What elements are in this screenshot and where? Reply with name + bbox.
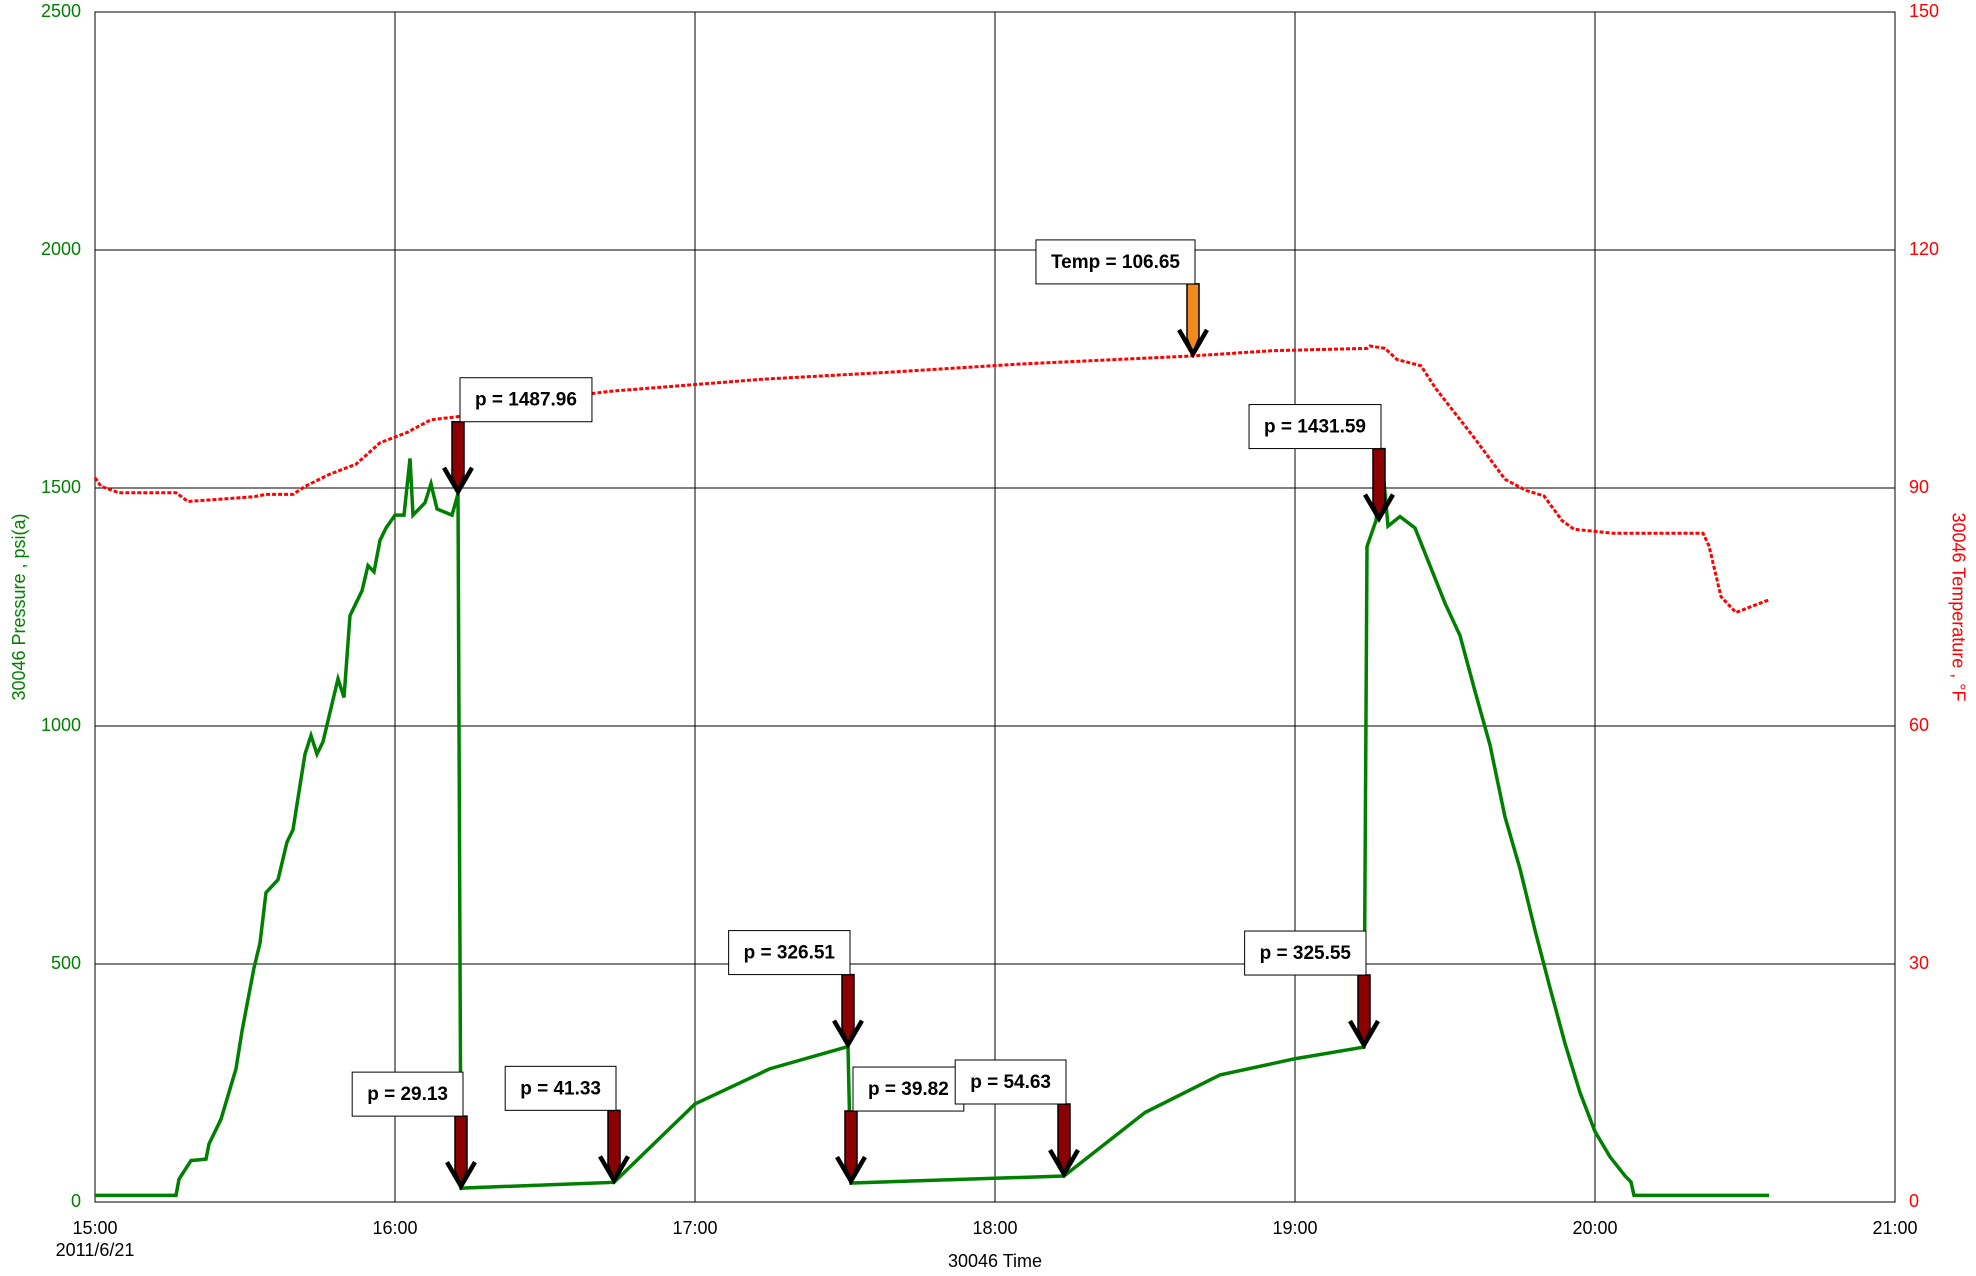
annotation-arrow <box>844 1110 858 1181</box>
annotation-label: Temp = 106.65 <box>1051 252 1180 273</box>
annotation-arrowhead <box>832 1019 864 1050</box>
y2-axis-label: 30046 Temperature , °F <box>1948 513 1968 702</box>
y2-tick-label: 0 <box>1909 1191 1919 1211</box>
annotation-arrow <box>607 1109 621 1181</box>
annotation: p = 29.13 <box>351 1071 477 1191</box>
annotation-box <box>459 377 593 423</box>
annotation-box <box>728 930 851 976</box>
x-date-label: 2011/6/21 <box>56 1240 135 1260</box>
y-tick-label: 1000 <box>41 715 81 735</box>
y2-tick-label: 30 <box>1909 953 1929 973</box>
annotation-box <box>1244 930 1367 976</box>
x-axis-label: 30046 Time <box>948 1251 1042 1271</box>
y-tick-label: 2000 <box>41 239 81 259</box>
annotation-arrowhead <box>442 466 474 497</box>
annotation: p = 41.33 <box>504 1065 630 1185</box>
annotation-label: p = 29.13 <box>367 1084 448 1105</box>
annotation-arrowhead <box>1177 328 1209 359</box>
annotation-label: p = 325.55 <box>1260 943 1352 964</box>
annotation-arrow <box>454 1115 468 1187</box>
annotation-label: p = 1487.96 <box>475 390 577 411</box>
annotation-arrow <box>451 420 465 492</box>
y-tick-label: 2500 <box>41 1 81 21</box>
annotation-arrowhead <box>1048 1148 1080 1179</box>
x-tick-label: 16:00 <box>372 1218 417 1238</box>
annotation: p = 1487.96 <box>442 377 593 497</box>
annotation-arrow <box>1372 447 1386 519</box>
annotation-arrow <box>1357 974 1371 1045</box>
y-tick-label: 500 <box>51 953 81 973</box>
data-line <box>95 458 1769 1198</box>
annotation-arrowhead <box>598 1155 630 1185</box>
annotation: p = 54.63 <box>954 1059 1080 1179</box>
annotation-arrowhead <box>1348 1019 1380 1050</box>
annotation-arrow <box>1186 283 1200 354</box>
annotation: p = 325.55 <box>1244 930 1380 1050</box>
data-line <box>93 344 1770 615</box>
annotation-label: p = 54.63 <box>970 1072 1051 1093</box>
annotation-box <box>351 1071 464 1117</box>
annotation-label: p = 1431.59 <box>1264 417 1366 438</box>
annotation-label: p = 326.51 <box>744 943 836 964</box>
x-tick-label: 20:00 <box>1572 1218 1617 1238</box>
annotation: Temp = 106.65 <box>1035 239 1209 359</box>
annotation: p = 39.82 <box>835 1066 965 1186</box>
y2-tick-label: 150 <box>1909 1 1939 21</box>
x-tick-label: 19:00 <box>1272 1218 1317 1238</box>
x-tick-label: 15:00 <box>72 1218 117 1238</box>
plot-frame <box>94 11 1896 1203</box>
annotation-arrowhead <box>1363 493 1395 524</box>
annotation-arrowhead <box>445 1161 477 1191</box>
annotation-arrow <box>841 973 855 1045</box>
annotation-arrowhead <box>835 1155 867 1186</box>
y-tick-label: 0 <box>71 1191 81 1211</box>
y-axis-label: 30046 Pressure , psi(a) <box>9 513 29 700</box>
annotation-box <box>1248 404 1382 450</box>
x-tick-label: 17:00 <box>672 1218 717 1238</box>
annotation: p = 326.51 <box>728 930 864 1050</box>
x-tick-label: 21:00 <box>1872 1218 1917 1238</box>
annotation-label: p = 39.82 <box>868 1079 949 1100</box>
y2-tick-label: 90 <box>1909 477 1929 497</box>
y-tick-label: 1500 <box>41 477 81 497</box>
annotation-box <box>1035 239 1196 285</box>
annotation-box <box>954 1059 1067 1105</box>
annotation-box <box>504 1065 617 1111</box>
annotation-box <box>852 1066 965 1112</box>
y2-tick-label: 120 <box>1909 239 1939 259</box>
annotation-label: p = 41.33 <box>520 1078 601 1099</box>
y2-tick-label: 60 <box>1909 715 1929 735</box>
annotation-arrow <box>1057 1103 1071 1174</box>
annotation: p = 1431.59 <box>1248 404 1395 524</box>
x-tick-label: 18:00 <box>972 1218 1017 1238</box>
